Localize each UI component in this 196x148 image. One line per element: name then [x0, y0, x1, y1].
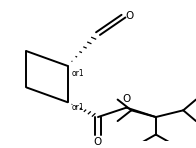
Text: O: O [94, 137, 102, 147]
Text: or1: or1 [72, 103, 84, 112]
Text: or1: or1 [72, 69, 84, 78]
Text: O: O [125, 11, 134, 21]
Text: O: O [122, 94, 131, 104]
